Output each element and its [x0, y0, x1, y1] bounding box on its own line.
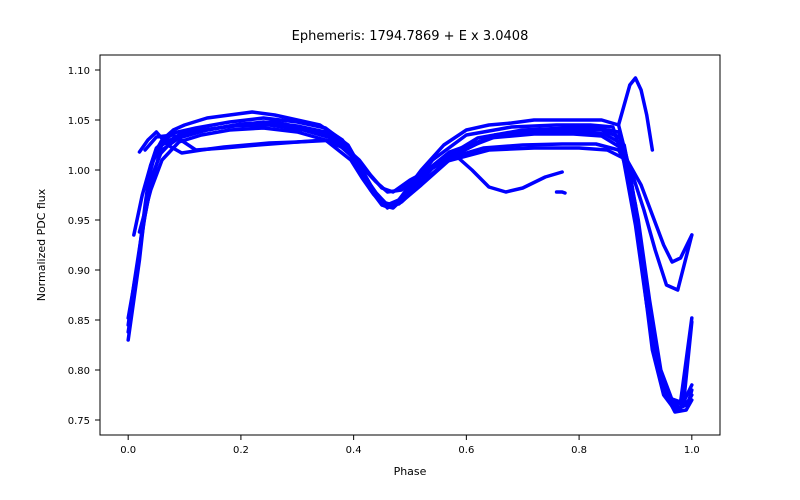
y-tick-label: 0.90	[68, 266, 90, 277]
y-tick-label: 0.95	[68, 216, 90, 227]
chart-title: Ephemeris: 1794.7869 + E x 3.0408	[292, 29, 529, 44]
x-tick-label: 0.4	[346, 445, 362, 456]
y-tick-label: 1.05	[68, 116, 90, 127]
x-tick-label: 0.2	[233, 445, 249, 456]
y-tick-label: 0.85	[68, 316, 90, 327]
phase-flux-chart: 0.0 0.2 0.4 0.6 0.8 1.0 0.75 0.80 0.85 0.90 0.95 1.…	[0, 0, 800, 500]
y-axis-label: Normalized PDC flux	[35, 188, 48, 301]
series-line	[557, 192, 565, 193]
y-tick-label: 1.10	[68, 66, 90, 77]
y-tick-label: 0.75	[68, 416, 90, 427]
chart-svg: 0.0 0.2 0.4 0.6 0.8 1.0 0.75 0.80 0.85 0.90 0.95 1.…	[0, 0, 800, 500]
x-tick-label: 1.0	[684, 445, 700, 456]
y-tick-label: 0.80	[68, 366, 90, 377]
x-axis-label: Phase	[394, 465, 427, 478]
x-tick-label: 0.6	[458, 445, 474, 456]
x-tick-label: 0.0	[120, 445, 136, 456]
x-tick-label: 0.8	[571, 445, 587, 456]
y-tick-label: 1.00	[68, 166, 90, 177]
